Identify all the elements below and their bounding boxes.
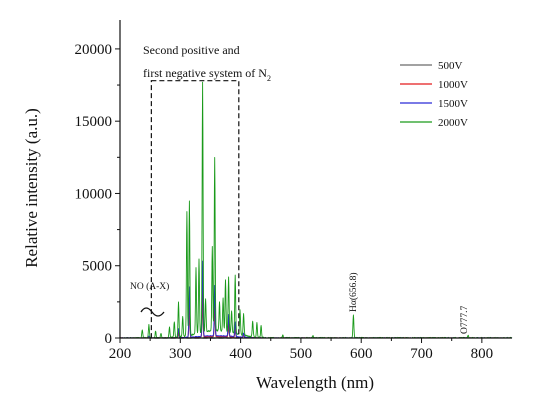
n2-box-label-text: first negative system of N bbox=[143, 66, 267, 80]
oxygen-label: O777.7 bbox=[460, 306, 470, 334]
x-axis-title: Wavelength (nm) bbox=[256, 373, 374, 392]
axes bbox=[119, 20, 512, 339]
ticks: 200 300 400 500 600 700 800 0 5000 10000 15000 2000… bbox=[75, 42, 494, 362]
x-tick-label: 700 bbox=[410, 346, 433, 362]
n2-box-label-line1: Second positive and bbox=[143, 43, 240, 57]
n2-system-box bbox=[150, 80, 240, 339]
annotations: Second positive and first negative syste… bbox=[130, 43, 470, 339]
series-line-1500V bbox=[119, 260, 513, 339]
legend-label-500V: 500V bbox=[438, 60, 463, 72]
n2-box-label-subscript: 2 bbox=[267, 74, 271, 83]
x-tick-label: 500 bbox=[290, 346, 313, 362]
y-axis-title: Relative intensity (a.u.) bbox=[22, 108, 41, 268]
y-tick-label: 5000 bbox=[82, 259, 112, 275]
legend-label-2000V: 2000V bbox=[438, 117, 468, 129]
y-tick-label: 20000 bbox=[75, 42, 113, 58]
no-band-label: NO (A-X) bbox=[130, 281, 169, 292]
y-tick-label: 0 bbox=[105, 331, 113, 347]
x-tick-label: 200 bbox=[109, 346, 132, 362]
no-band-brace bbox=[140, 307, 165, 317]
x-tick-label: 800 bbox=[471, 346, 494, 362]
y-tick-label: 15000 bbox=[75, 114, 113, 130]
x-tick-label: 400 bbox=[229, 346, 252, 362]
legend: 500V 1000V 1500V 2000V bbox=[400, 60, 468, 129]
x-tick-label: 300 bbox=[169, 346, 192, 362]
legend-label-1500V: 1500V bbox=[438, 98, 468, 110]
x-tick-label: 600 bbox=[350, 346, 373, 362]
legend-label-1000V: 1000V bbox=[438, 79, 468, 91]
h-alpha-label: Hα(656.8) bbox=[348, 272, 359, 312]
y-tick-label: 10000 bbox=[75, 186, 113, 202]
n2-box-label-line2: first negative system of N2 bbox=[143, 66, 271, 83]
